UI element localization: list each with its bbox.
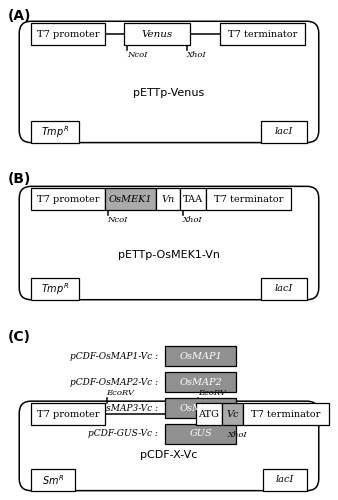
Text: pCDF-GUS-Vc :: pCDF-GUS-Vc :	[88, 430, 158, 438]
FancyBboxPatch shape	[156, 188, 180, 210]
Text: Vn: Vn	[161, 195, 175, 204]
Text: EcoRV: EcoRV	[198, 389, 226, 397]
Text: Vc: Vc	[226, 410, 239, 418]
FancyBboxPatch shape	[261, 278, 307, 299]
Text: pCDF-OsMAP3-Vc :: pCDF-OsMAP3-Vc :	[70, 404, 158, 412]
Text: Venus: Venus	[142, 30, 173, 38]
Text: ATG: ATG	[198, 410, 219, 418]
FancyBboxPatch shape	[165, 398, 237, 418]
FancyBboxPatch shape	[165, 424, 237, 444]
Text: T7 promoter: T7 promoter	[37, 410, 99, 418]
Text: (A): (A)	[7, 10, 31, 24]
FancyBboxPatch shape	[165, 346, 237, 366]
Text: T7 terminator: T7 terminator	[227, 30, 297, 38]
Text: GUS: GUS	[189, 430, 212, 438]
Text: TAA: TAA	[183, 195, 203, 204]
FancyBboxPatch shape	[222, 403, 243, 425]
Text: T7 terminator: T7 terminator	[214, 195, 283, 204]
FancyBboxPatch shape	[180, 188, 206, 210]
Text: NcoI: NcoI	[107, 216, 128, 224]
Text: pCDF-X-Vc: pCDF-X-Vc	[140, 450, 198, 460]
Text: pETTp-OsMEK1-Vn: pETTp-OsMEK1-Vn	[118, 250, 220, 260]
Text: (B): (B)	[7, 172, 31, 186]
Text: OsMAP2: OsMAP2	[179, 378, 222, 387]
Text: NcoI: NcoI	[127, 51, 148, 59]
FancyBboxPatch shape	[31, 120, 79, 142]
Text: $\mathit{Sm^R}$: $\mathit{Sm^R}$	[42, 473, 64, 486]
FancyBboxPatch shape	[31, 278, 79, 299]
Text: lacI: lacI	[276, 475, 294, 484]
Text: pETTp-Venus: pETTp-Venus	[134, 88, 204, 98]
FancyBboxPatch shape	[220, 24, 305, 45]
FancyBboxPatch shape	[104, 188, 156, 210]
Text: $\mathit{Tmp^R}$: $\mathit{Tmp^R}$	[41, 124, 69, 140]
FancyBboxPatch shape	[31, 188, 104, 210]
FancyBboxPatch shape	[261, 120, 307, 142]
Text: OsMEK1: OsMEK1	[108, 195, 152, 204]
FancyBboxPatch shape	[31, 403, 104, 425]
Text: EcoRV: EcoRV	[106, 389, 135, 397]
Text: $\mathit{Tmp^R}$: $\mathit{Tmp^R}$	[41, 281, 69, 296]
FancyBboxPatch shape	[243, 403, 329, 425]
FancyBboxPatch shape	[206, 188, 291, 210]
FancyBboxPatch shape	[196, 403, 222, 425]
Text: (C): (C)	[7, 330, 30, 344]
Text: lacI: lacI	[275, 284, 293, 294]
Text: T7 promoter: T7 promoter	[37, 195, 99, 204]
Text: OsMAP1: OsMAP1	[179, 352, 222, 361]
FancyBboxPatch shape	[124, 24, 190, 45]
FancyBboxPatch shape	[165, 372, 237, 392]
Text: lacI: lacI	[275, 127, 293, 136]
Text: T7 terminator: T7 terminator	[251, 410, 321, 418]
FancyBboxPatch shape	[31, 24, 104, 45]
Text: T7 promoter: T7 promoter	[37, 30, 99, 38]
FancyBboxPatch shape	[31, 469, 75, 490]
FancyBboxPatch shape	[263, 469, 307, 490]
Text: XhoI: XhoI	[187, 51, 207, 59]
Text: XhoI: XhoI	[183, 216, 202, 224]
Text: pCDF-OsMAP2-Vc :: pCDF-OsMAP2-Vc :	[70, 378, 158, 387]
Text: pCDF-OsMAP1-Vc :: pCDF-OsMAP1-Vc :	[70, 352, 158, 361]
Text: XhoI: XhoI	[227, 431, 247, 439]
Text: OsMAP3: OsMAP3	[179, 404, 222, 412]
